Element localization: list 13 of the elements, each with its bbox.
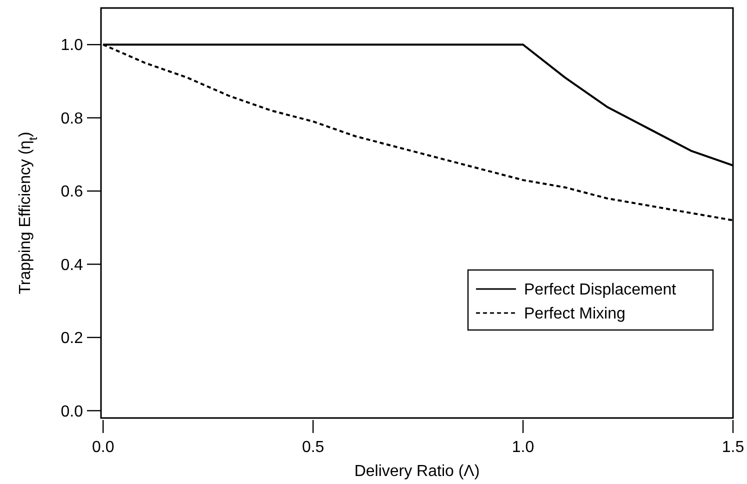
x-tick-label: 0.0 [92, 439, 114, 456]
x-tick-label: 0.5 [302, 439, 324, 456]
y-tick-label: 0.4 [60, 256, 84, 274]
y-tick-label: 0.6 [60, 184, 84, 201]
legend-label: Perfect Displacement [524, 282, 677, 299]
legend-label: Perfect Mixing [524, 306, 626, 323]
x-axis-title: Delivery Ratio (Λ) [354, 463, 480, 480]
y-tick-label: 0.0 [60, 403, 84, 420]
y-tick-label: 0.8 [60, 110, 84, 128]
y-tick-label: 0.2 [60, 330, 84, 348]
x-tick-label: 1.0 [512, 439, 534, 456]
y-tick-label: 1.0 [60, 37, 84, 54]
x-tick-label: 1.5 [722, 439, 744, 456]
